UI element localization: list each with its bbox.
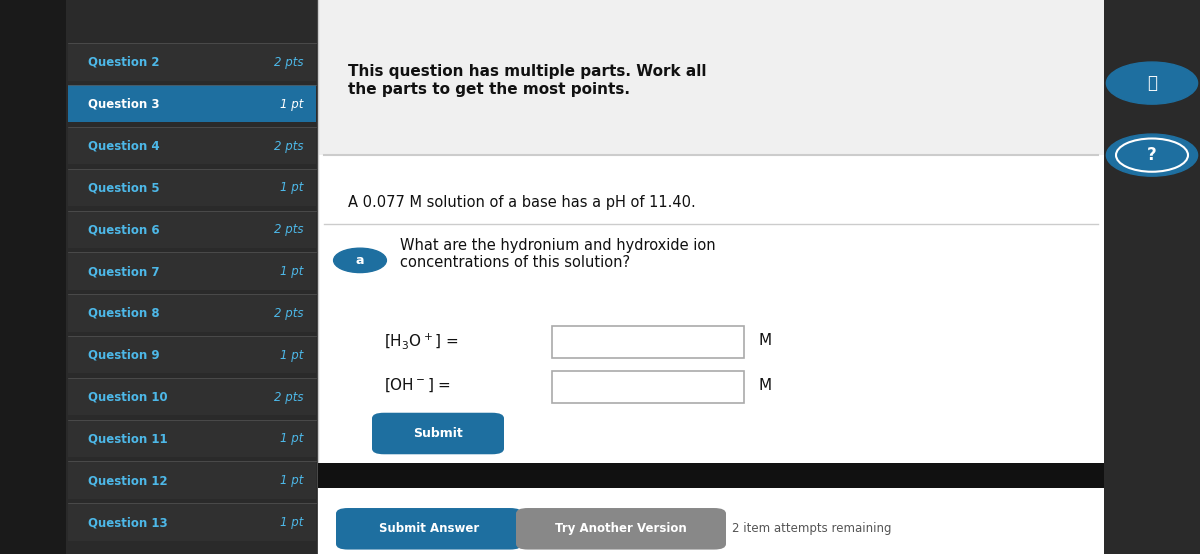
Text: 1 pt: 1 pt — [281, 98, 304, 111]
FancyBboxPatch shape — [516, 508, 726, 550]
FancyBboxPatch shape — [68, 211, 316, 248]
Text: A 0.077 M solution of a base has a pH of 11.40.: A 0.077 M solution of a base has a pH of… — [348, 194, 696, 210]
FancyBboxPatch shape — [1104, 0, 1200, 554]
FancyBboxPatch shape — [0, 0, 66, 554]
FancyBboxPatch shape — [68, 420, 316, 457]
FancyBboxPatch shape — [68, 378, 316, 415]
Text: M: M — [758, 333, 772, 348]
Text: Question 5: Question 5 — [88, 182, 160, 194]
Text: What are the hydronium and hydroxide ion
concentrations of this solution?: What are the hydronium and hydroxide ion… — [400, 238, 715, 270]
FancyBboxPatch shape — [68, 168, 316, 206]
Text: 2 pts: 2 pts — [274, 140, 304, 152]
FancyBboxPatch shape — [552, 371, 744, 403]
Text: 1 pt: 1 pt — [281, 265, 304, 278]
Text: Question 12: Question 12 — [88, 474, 167, 487]
Text: Try Another Version: Try Another Version — [556, 522, 686, 535]
Text: 🎧: 🎧 — [1147, 74, 1157, 92]
Text: 1 pt: 1 pt — [281, 474, 304, 487]
Text: Submit: Submit — [413, 427, 463, 440]
FancyBboxPatch shape — [68, 503, 316, 541]
Text: Question 4: Question 4 — [88, 140, 160, 152]
Text: $\left[\mathrm{H_3O^+}\right]$ =: $\left[\mathrm{H_3O^+}\right]$ = — [384, 331, 458, 351]
Text: Question 6: Question 6 — [88, 223, 160, 236]
Text: 1 pt: 1 pt — [281, 349, 304, 362]
FancyBboxPatch shape — [372, 413, 504, 454]
Text: 1 pt: 1 pt — [281, 433, 304, 445]
Text: $\left[\mathrm{OH^-}\right]$ =: $\left[\mathrm{OH^-}\right]$ = — [384, 376, 451, 394]
Text: Question 7: Question 7 — [88, 265, 160, 278]
FancyBboxPatch shape — [552, 326, 744, 358]
FancyBboxPatch shape — [68, 127, 316, 164]
Text: This question has multiple parts. Work all
the parts to get the most points.: This question has multiple parts. Work a… — [348, 64, 707, 96]
FancyBboxPatch shape — [318, 0, 1104, 155]
FancyBboxPatch shape — [68, 43, 316, 80]
FancyBboxPatch shape — [68, 461, 316, 499]
FancyBboxPatch shape — [318, 0, 1104, 554]
Text: 2 pts: 2 pts — [274, 391, 304, 403]
FancyBboxPatch shape — [66, 0, 318, 554]
Text: 2 item attempts remaining: 2 item attempts remaining — [732, 522, 892, 535]
Text: 1 pt: 1 pt — [281, 516, 304, 529]
Text: 2 pts: 2 pts — [274, 56, 304, 69]
Text: a: a — [355, 254, 365, 267]
Text: Question 13: Question 13 — [88, 516, 167, 529]
Text: Question 11: Question 11 — [88, 433, 167, 445]
Text: M: M — [758, 377, 772, 393]
Text: Question 9: Question 9 — [88, 349, 160, 362]
Text: ?: ? — [1147, 146, 1157, 164]
Circle shape — [1106, 134, 1198, 176]
Text: Submit Answer: Submit Answer — [379, 522, 479, 535]
Text: 2 pts: 2 pts — [274, 223, 304, 236]
Text: 1 pt: 1 pt — [281, 182, 304, 194]
Circle shape — [1106, 62, 1198, 104]
FancyBboxPatch shape — [68, 336, 316, 373]
FancyBboxPatch shape — [336, 508, 522, 550]
Text: Question 3: Question 3 — [88, 98, 160, 111]
Circle shape — [334, 248, 386, 273]
Text: 2 pts: 2 pts — [274, 307, 304, 320]
Text: Question 8: Question 8 — [88, 307, 160, 320]
FancyBboxPatch shape — [318, 488, 1104, 554]
Text: Question 10: Question 10 — [88, 391, 167, 403]
FancyBboxPatch shape — [68, 85, 316, 122]
FancyBboxPatch shape — [68, 294, 316, 331]
FancyBboxPatch shape — [318, 463, 1104, 488]
Text: Question 2: Question 2 — [88, 56, 160, 69]
FancyBboxPatch shape — [68, 252, 316, 290]
